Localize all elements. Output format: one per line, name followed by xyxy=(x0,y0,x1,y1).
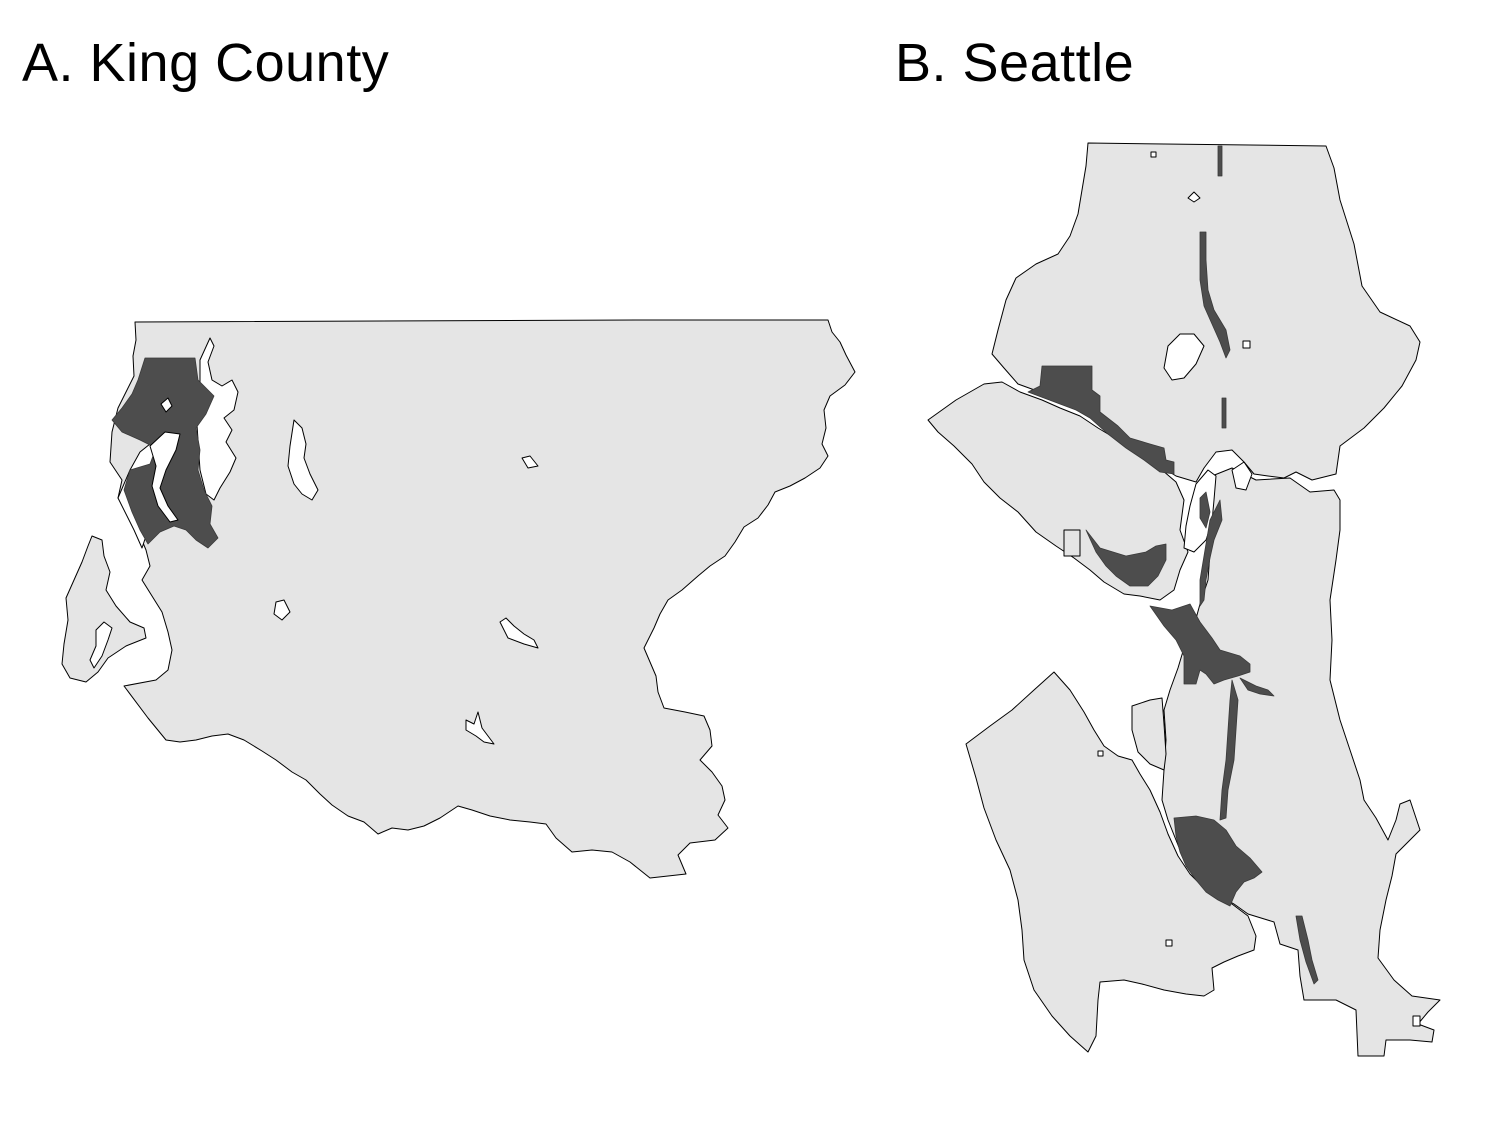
howard-hanson-reservoir xyxy=(465,711,495,745)
fremont-strip xyxy=(1199,491,1211,529)
i5-north-corridor xyxy=(1199,231,1231,359)
pond-east-1 xyxy=(1412,1015,1421,1027)
central-southeast-seattle xyxy=(1161,467,1441,1057)
smith-cove-piers xyxy=(1063,529,1081,557)
lake-joy xyxy=(521,455,539,469)
portage-bay xyxy=(1231,461,1253,491)
lake-sammamish xyxy=(287,419,319,501)
downtown-sodo xyxy=(1149,603,1251,685)
green-lake-icon xyxy=(160,397,173,413)
georgetown-boeing xyxy=(1173,815,1263,907)
panel-a-title: A. King County xyxy=(22,33,390,93)
bitter-lake xyxy=(1150,151,1157,158)
rainier-beach xyxy=(965,671,1257,1053)
chester-morse-lake xyxy=(499,617,539,649)
i5-north-segment xyxy=(1221,397,1227,429)
pond-west-seattle-1 xyxy=(1097,750,1104,757)
pond-west-seattle-2 xyxy=(1165,939,1173,947)
i5-north-top xyxy=(1217,145,1223,177)
interbay xyxy=(1085,529,1167,587)
magnolia-queen-anne xyxy=(927,381,1189,601)
south-corridor xyxy=(1295,915,1319,985)
green-lake-seattle xyxy=(1163,333,1205,381)
haller-lake xyxy=(1187,191,1201,203)
quartermaster-harbor xyxy=(89,621,113,669)
seattle-inlet xyxy=(149,431,181,523)
small-pond xyxy=(1242,340,1251,349)
harbor-island xyxy=(1131,697,1167,771)
ballard-industrial xyxy=(1027,365,1175,475)
i90-corridor xyxy=(1239,677,1275,697)
king-county-map xyxy=(61,319,856,879)
vashon-island xyxy=(61,535,147,683)
i5-lake-union-corridor xyxy=(1199,499,1223,607)
seattle-map xyxy=(927,142,1441,1057)
panel-b-title: B. Seattle xyxy=(895,33,1135,93)
rainier-corridor xyxy=(1219,679,1239,821)
lake-youngs xyxy=(273,599,291,621)
